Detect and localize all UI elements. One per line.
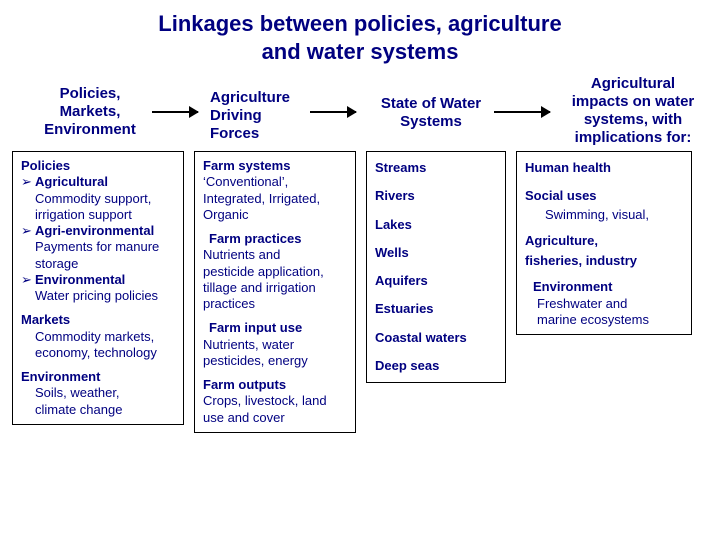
text: practices [203, 296, 347, 312]
header-impacts: Agricultural impacts on water systems, w… [558, 75, 708, 147]
bullet-environmental: ➢Environmental [21, 272, 175, 288]
list-item: Social uses [525, 186, 683, 206]
bullet-agrienv: ➢Agri-environmental [21, 223, 175, 239]
text: Swimming, visual, [525, 207, 683, 223]
farm-outputs-heading: Farm outputs [203, 377, 347, 393]
text: Nutrients and [203, 247, 347, 263]
text: tillage and irrigation [203, 280, 347, 296]
header-policies: Policies, Markets, Environment [30, 85, 150, 139]
text: Commodity support, [21, 191, 175, 207]
page-title: Linkages between policies, agriculture a… [0, 0, 720, 71]
text: storage [21, 256, 175, 272]
text: Freshwater and [525, 296, 683, 312]
text: Organic [203, 207, 347, 223]
header-row: Policies, Markets, Environment Agricultu… [0, 71, 720, 151]
text: Water pricing policies [21, 288, 175, 304]
policies-heading: Policies [21, 158, 175, 174]
bullet-agricultural: ➢Agricultural [21, 174, 175, 190]
markets-heading: Markets [21, 312, 175, 328]
list-item: Coastal waters [375, 328, 497, 348]
text: Payments for manure [21, 239, 175, 255]
text: climate change [21, 402, 175, 418]
list-item: Streams [375, 158, 497, 178]
header-water: State of Water Systems [366, 95, 496, 131]
farm-systems-heading: Farm systems [203, 158, 347, 174]
box-water-systems: Streams Rivers Lakes Wells Aquifers Estu… [366, 151, 506, 383]
title-line2: and water systems [262, 39, 459, 64]
box-agriculture: Farm systems ‘Conventional’, Integrated,… [194, 151, 356, 433]
text: irrigation support [21, 207, 175, 223]
list-item: Human health [525, 158, 683, 178]
list-item: Wells [375, 243, 497, 263]
text: economy, technology [21, 345, 175, 361]
text: Integrated, Irrigated, [203, 191, 347, 207]
list-item: Estuaries [375, 299, 497, 319]
text: Commodity markets, [21, 329, 175, 345]
text: use and cover [203, 410, 347, 426]
text: marine ecosystems [525, 312, 683, 328]
list-item: Lakes [375, 215, 497, 235]
text: Nutrients, water [203, 337, 347, 353]
list-item: Agriculture, [525, 231, 683, 251]
farm-input-heading: Farm input use [203, 320, 347, 336]
box-policies: Policies ➢Agricultural Commodity support… [12, 151, 184, 425]
farm-practices-heading: Farm practices [203, 231, 347, 247]
text: pesticide application, [203, 264, 347, 280]
arrow-3 [494, 111, 550, 113]
box-impacts: Human health Social uses Swimming, visua… [516, 151, 692, 335]
list-item: fisheries, industry [525, 251, 683, 271]
text: pesticides, energy [203, 353, 347, 369]
text: Soils, weather, [21, 385, 175, 401]
list-item: Deep seas [375, 356, 497, 376]
list-item: Environment [525, 279, 683, 295]
text: Crops, livestock, land [203, 393, 347, 409]
bullet-icon: ➢ [21, 174, 35, 190]
environment-heading: Environment [21, 369, 175, 385]
title-line1: Linkages between policies, agriculture [158, 11, 561, 36]
arrow-1 [152, 111, 198, 113]
list-item: Aquifers [375, 271, 497, 291]
bullet-icon: ➢ [21, 272, 35, 288]
header-agriculture: Agriculture Driving Forces [210, 89, 310, 143]
columns: Policies ➢Agricultural Commodity support… [0, 151, 720, 433]
bullet-icon: ➢ [21, 223, 35, 239]
list-item: Rivers [375, 186, 497, 206]
arrow-2 [310, 111, 356, 113]
text: ‘Conventional’, [203, 174, 347, 190]
